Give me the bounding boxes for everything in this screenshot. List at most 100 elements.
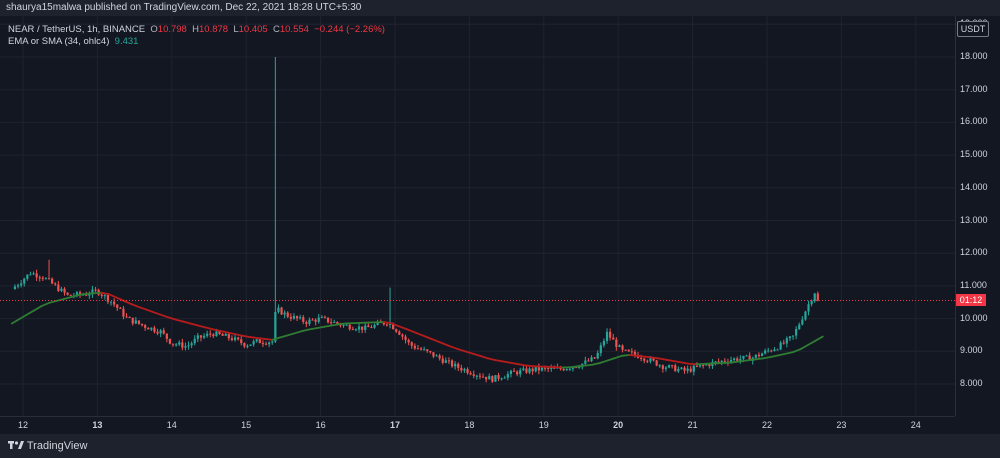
candle-body (450, 360, 454, 367)
legend-open-value: 10.798 (157, 24, 187, 35)
candle-body (376, 322, 379, 325)
candle-body (667, 365, 671, 368)
candle-body (51, 278, 54, 284)
ema-segment (48, 300, 58, 304)
candle-body (137, 320, 141, 324)
time-tick-label: 24 (910, 420, 921, 430)
candle-body (29, 274, 32, 276)
candle-body (20, 283, 23, 286)
candle-body (472, 374, 475, 376)
ema-segment (665, 358, 675, 363)
candle-body (516, 371, 519, 375)
candle-body (407, 339, 410, 343)
ema-segment (673, 360, 683, 364)
candle-body (550, 367, 553, 369)
candle-body (13, 286, 17, 290)
ema-segment (100, 291, 110, 295)
candle-body (88, 294, 91, 296)
ema-segment (115, 296, 125, 302)
candle-body (78, 292, 82, 295)
candle-body (621, 345, 624, 350)
candle-body (323, 316, 327, 318)
candle-body (643, 358, 646, 361)
candle-body (385, 324, 389, 326)
candle-body (776, 349, 779, 351)
ema-segment (427, 336, 437, 342)
candle-body (416, 348, 420, 350)
candle-body (286, 312, 289, 317)
ema-segment (263, 338, 274, 341)
legend-high-value: 10.878 (199, 24, 229, 35)
time-tick-label: 15 (241, 420, 252, 430)
candle-body (26, 274, 29, 279)
candle-body (612, 337, 615, 340)
legend-low-label: L (233, 24, 239, 35)
ema-segment (591, 362, 601, 366)
ema-segment (293, 330, 303, 335)
candle-body (119, 307, 122, 309)
ema-segment (211, 328, 222, 332)
candle-body (230, 338, 234, 341)
candle-body (382, 322, 385, 325)
ema-segment (509, 361, 519, 365)
candle-body (816, 293, 819, 301)
ema-segment (725, 361, 735, 364)
candle-body (47, 278, 51, 280)
candle-body (519, 370, 522, 375)
candle-body (531, 368, 534, 372)
candle-body (698, 365, 702, 367)
candle-body (351, 329, 354, 331)
candle-body (764, 350, 767, 354)
price-chart[interactable] (0, 16, 955, 416)
candle-body (748, 355, 751, 361)
candle-body (44, 278, 48, 280)
candle-body (295, 316, 299, 319)
candle-body (680, 367, 683, 369)
legend-ohlc-row: NEAR / TetherUS, 1h, BINANCE O10.798 H10… (8, 24, 385, 36)
ema-segment (249, 336, 259, 339)
candle-body (184, 346, 187, 348)
candle-body (760, 353, 764, 357)
time-tick-label: 19 (538, 420, 549, 430)
candle-body (364, 325, 367, 330)
price-tick-label: 17.000 (960, 83, 988, 94)
ema-segment (152, 311, 162, 316)
candle-body (692, 365, 695, 372)
candle-body (457, 363, 460, 368)
tradingview-logo[interactable]: TradingView (8, 440, 87, 452)
ema-segment (256, 337, 266, 340)
price-tick-label: 15.000 (960, 149, 988, 160)
candle-body (326, 317, 330, 323)
candle-body (320, 316, 323, 318)
ema-segment (479, 355, 489, 360)
legend-close-label: C (272, 24, 280, 35)
candle-body (116, 304, 119, 308)
candle-body (131, 317, 134, 324)
ema-segment (464, 350, 475, 355)
time-tick-label: 12 (17, 420, 29, 430)
candle-body (723, 360, 726, 362)
ema-segment (204, 326, 214, 331)
candle-body (16, 285, 20, 287)
legend-open-label: O (150, 24, 158, 35)
candle-body (767, 350, 770, 352)
candle-body (392, 323, 395, 330)
candle-body (553, 367, 556, 369)
candle-body (277, 307, 280, 312)
ema-segment (25, 309, 36, 316)
candle-body (100, 294, 103, 296)
ema-segment (63, 296, 73, 300)
price-axis[interactable]: 8.000 9.000 10.000 11.000 12.000 13.000 14.000… (955, 16, 1000, 416)
candle-body (677, 368, 680, 372)
candle-body (615, 339, 618, 347)
time-axis[interactable]: 12 13 14 15 16 17 18 19 20 21 22 23 24 (0, 416, 955, 435)
ema-segment (77, 292, 88, 296)
ema-segment (635, 354, 646, 358)
currency-badge[interactable]: USDT (957, 21, 989, 37)
candle-body (274, 311, 277, 342)
candle-body (311, 319, 314, 321)
ema-segment (613, 354, 623, 360)
ema-segment (70, 294, 80, 298)
candle-body (447, 360, 451, 362)
ema-segment (390, 322, 400, 328)
